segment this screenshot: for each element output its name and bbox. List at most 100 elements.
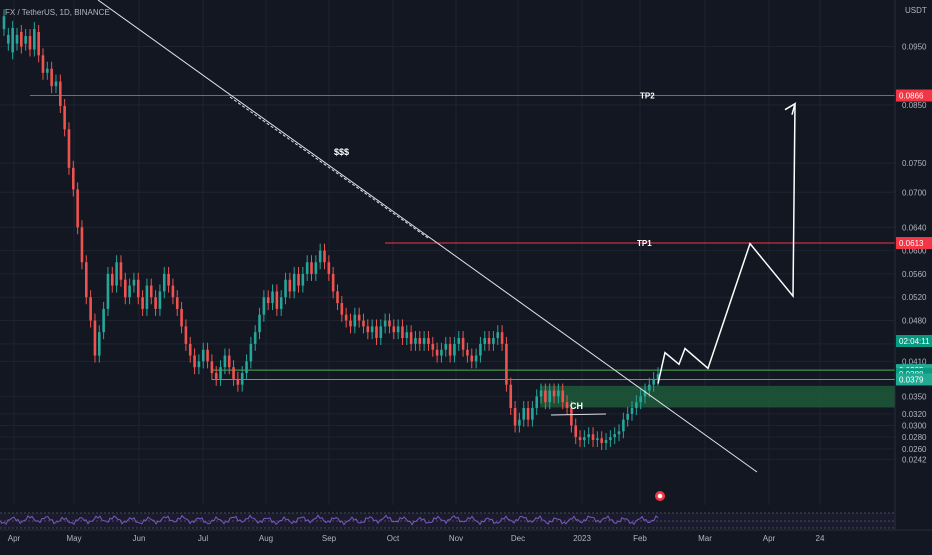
y-tick-label: 0.0260 xyxy=(902,445,927,454)
zone-rect xyxy=(540,385,895,408)
symbol-legend: FX / TetherUS, 1D, BINANCE xyxy=(5,8,110,17)
candle-body xyxy=(535,396,539,409)
candle-body xyxy=(435,349,439,356)
price-badge-label: 02:04:11 xyxy=(899,337,930,346)
candle-body xyxy=(405,332,409,339)
candle-body xyxy=(362,320,365,327)
candle-body xyxy=(526,408,530,420)
candle-body xyxy=(33,29,36,50)
x-tick-label: Nov xyxy=(449,534,463,543)
candle-body xyxy=(379,326,383,339)
candle-body xyxy=(249,343,253,362)
candle-body xyxy=(2,16,6,30)
price-badge-label: 0.0379 xyxy=(899,375,924,384)
candle-body xyxy=(518,419,521,426)
x-tick-label: Sep xyxy=(322,534,337,543)
y-tick-label: 0.0280 xyxy=(902,433,927,442)
candle-body xyxy=(552,390,556,397)
candle-body xyxy=(422,338,426,344)
candle-body xyxy=(643,390,647,397)
candle-body xyxy=(71,167,75,190)
x-tick-label: Feb xyxy=(633,534,647,543)
candle-body xyxy=(561,390,565,403)
x-tick-label: 24 xyxy=(816,534,825,543)
candle-body xyxy=(119,262,123,280)
candle-body xyxy=(401,326,404,339)
candle-body xyxy=(349,320,352,327)
candle-body xyxy=(110,273,114,286)
y-tick-label: 0.0640 xyxy=(902,223,927,232)
projection-path xyxy=(657,103,796,384)
candle-body xyxy=(97,332,101,356)
candle-body xyxy=(331,273,335,292)
demand-zone xyxy=(540,385,895,408)
candle-body xyxy=(414,338,417,344)
candle-body xyxy=(574,425,578,438)
candle-body xyxy=(141,297,144,309)
candle-body xyxy=(175,297,179,309)
candle-body xyxy=(505,343,508,385)
candle-body xyxy=(232,367,235,379)
candle-body xyxy=(288,279,292,292)
candle-body xyxy=(578,437,582,441)
y-tick-label: 0.0520 xyxy=(902,293,927,302)
candle-body xyxy=(596,438,599,441)
candle-body xyxy=(184,326,188,344)
candle-body xyxy=(487,338,491,344)
candle-body xyxy=(544,390,547,403)
candle-body xyxy=(227,355,231,368)
candle-body xyxy=(301,273,305,286)
candle-body xyxy=(583,437,586,441)
candle-body xyxy=(336,291,339,304)
candle-body xyxy=(370,326,374,333)
candle-body xyxy=(279,297,283,309)
candle-body xyxy=(635,402,638,409)
candle-body xyxy=(193,355,196,368)
candle-body xyxy=(292,273,296,292)
candle-body xyxy=(158,291,162,309)
candle-body xyxy=(479,343,482,356)
price-badge xyxy=(896,373,932,386)
candle-body xyxy=(67,129,71,168)
candle-body xyxy=(522,408,526,420)
candle-body xyxy=(587,434,591,438)
candle-body xyxy=(323,250,326,263)
y-tick-label: 0.0300 xyxy=(902,422,927,431)
candle-body xyxy=(132,279,136,286)
level-label: TP2 xyxy=(640,92,655,101)
candle-body xyxy=(266,297,270,304)
y-tick-label: 0.0700 xyxy=(902,188,927,197)
candle-body xyxy=(275,291,279,309)
candle-body xyxy=(466,349,469,356)
candle-body xyxy=(171,285,175,298)
y-tick-label: 0.0850 xyxy=(902,101,927,110)
candle-body xyxy=(245,361,248,374)
x-tick-label: Aug xyxy=(259,534,273,543)
currency-label: USDT xyxy=(905,6,927,15)
candle-body xyxy=(652,378,655,385)
candle-body xyxy=(409,332,413,344)
candle-body xyxy=(344,314,348,321)
candle-body xyxy=(240,373,244,385)
candle-body xyxy=(509,384,513,409)
candle-body xyxy=(383,320,387,327)
candle-body xyxy=(570,408,573,426)
candle-body xyxy=(46,68,49,73)
y-tick-label: 0.0600 xyxy=(902,247,927,256)
grid xyxy=(0,0,895,505)
candle-body xyxy=(470,355,474,362)
x-tick-label: 2023 xyxy=(573,534,591,543)
candle-body xyxy=(76,189,79,228)
x-tick-label: May xyxy=(66,534,81,543)
candle-body xyxy=(28,36,32,50)
x-tick-label: Mar xyxy=(698,534,712,543)
candle-body xyxy=(24,36,27,44)
candle-body xyxy=(327,262,331,274)
candle-body xyxy=(557,390,560,397)
y-tick-label: 0.0350 xyxy=(902,392,927,401)
candle-body xyxy=(11,27,14,53)
candle-body xyxy=(513,408,517,426)
candle-body xyxy=(340,303,344,315)
x-tick-label: Dec xyxy=(511,534,525,543)
candle-body xyxy=(258,314,261,333)
